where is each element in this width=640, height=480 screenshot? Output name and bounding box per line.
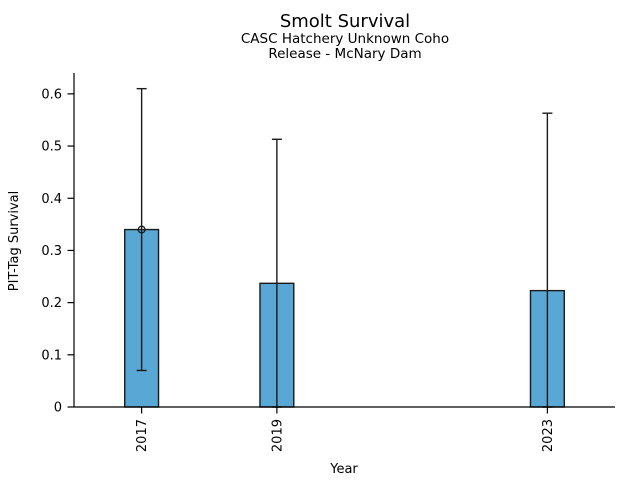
y-tick-label-5: 0.5	[41, 140, 62, 155]
chart-subtitle-line2: Release - McNary Dam	[268, 46, 421, 62]
y-tick-label-4: 0.4	[41, 192, 62, 207]
x-tick-label-2023: 2023	[541, 419, 556, 452]
y-tick-label-1: 0.1	[41, 348, 62, 363]
point-marker-0	[137, 225, 146, 234]
chart-subtitle-line1: CASC Hatchery Unknown Coho	[241, 31, 449, 47]
y-tick-label-3: 0.3	[41, 244, 62, 259]
y-tick-label-0: 0	[54, 401, 62, 416]
x-tick-label-2019: 2019	[270, 419, 285, 452]
y-tick-label-6: 0.6	[41, 87, 62, 102]
x-tick-label-2017: 2017	[135, 419, 150, 452]
y-tick-label-2: 0.2	[41, 296, 62, 311]
y-axis-label: PIT-Tag Survival	[7, 191, 22, 291]
chart-title: Smolt Survival	[280, 11, 410, 32]
x-axis-label: Year	[329, 462, 358, 477]
plot-area: 0 0.1 0.2 0.3 0.4 0.5 0.6 2017 2019 2023	[41, 73, 615, 452]
